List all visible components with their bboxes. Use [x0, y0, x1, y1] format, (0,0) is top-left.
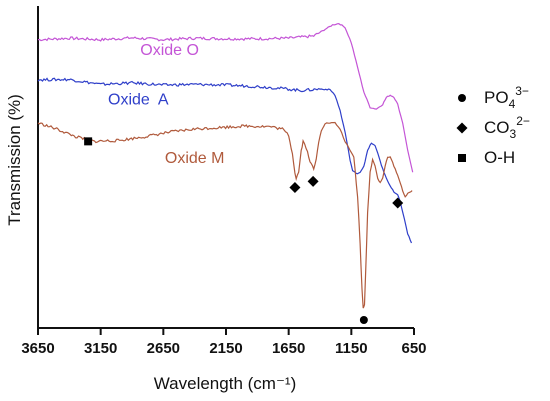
legend-entry-label: O-H: [484, 148, 515, 167]
x-tick-label: 1150: [335, 340, 368, 357]
diamond-peak-marker: [307, 175, 319, 187]
square-peak-marker: [84, 137, 93, 146]
legend-entry-label: PO43−: [484, 84, 529, 111]
x-axis-ticks: 3650 3150 2650 2150 1650 1150 650: [21, 328, 427, 357]
series-label: Oxide O: [140, 42, 199, 59]
x-tick-label: 650: [401, 340, 426, 357]
legend-circle-marker: [458, 94, 466, 102]
x-tick-label: 2650: [147, 340, 180, 357]
legend-diamond-marker: [456, 122, 468, 134]
x-tick-label: 2150: [209, 340, 242, 357]
peak-markers: [84, 137, 404, 324]
series-line: [37, 22, 414, 173]
series-group: Oxide O Oxide A Oxide M: [37, 22, 414, 309]
series-label: Oxide M: [165, 150, 225, 167]
legend-entry-label: CO32−: [484, 114, 530, 141]
x-tick-label: 1650: [272, 340, 305, 357]
series-line: [37, 77, 413, 244]
diamond-peak-marker: [289, 182, 301, 194]
y-axis-title: Transmission (%): [5, 94, 24, 226]
series-line: [37, 121, 413, 309]
x-axis-title: Wavelength (cm⁻¹): [154, 374, 296, 393]
legend-square-marker: [458, 154, 466, 162]
series-label: Oxide A: [108, 91, 169, 108]
x-tick-label: 3650: [21, 340, 54, 357]
legend: PO43− CO32− O-H: [456, 84, 530, 167]
diamond-peak-marker: [392, 197, 404, 209]
circle-peak-marker: [359, 316, 368, 324]
x-tick-label: 3150: [84, 340, 117, 357]
